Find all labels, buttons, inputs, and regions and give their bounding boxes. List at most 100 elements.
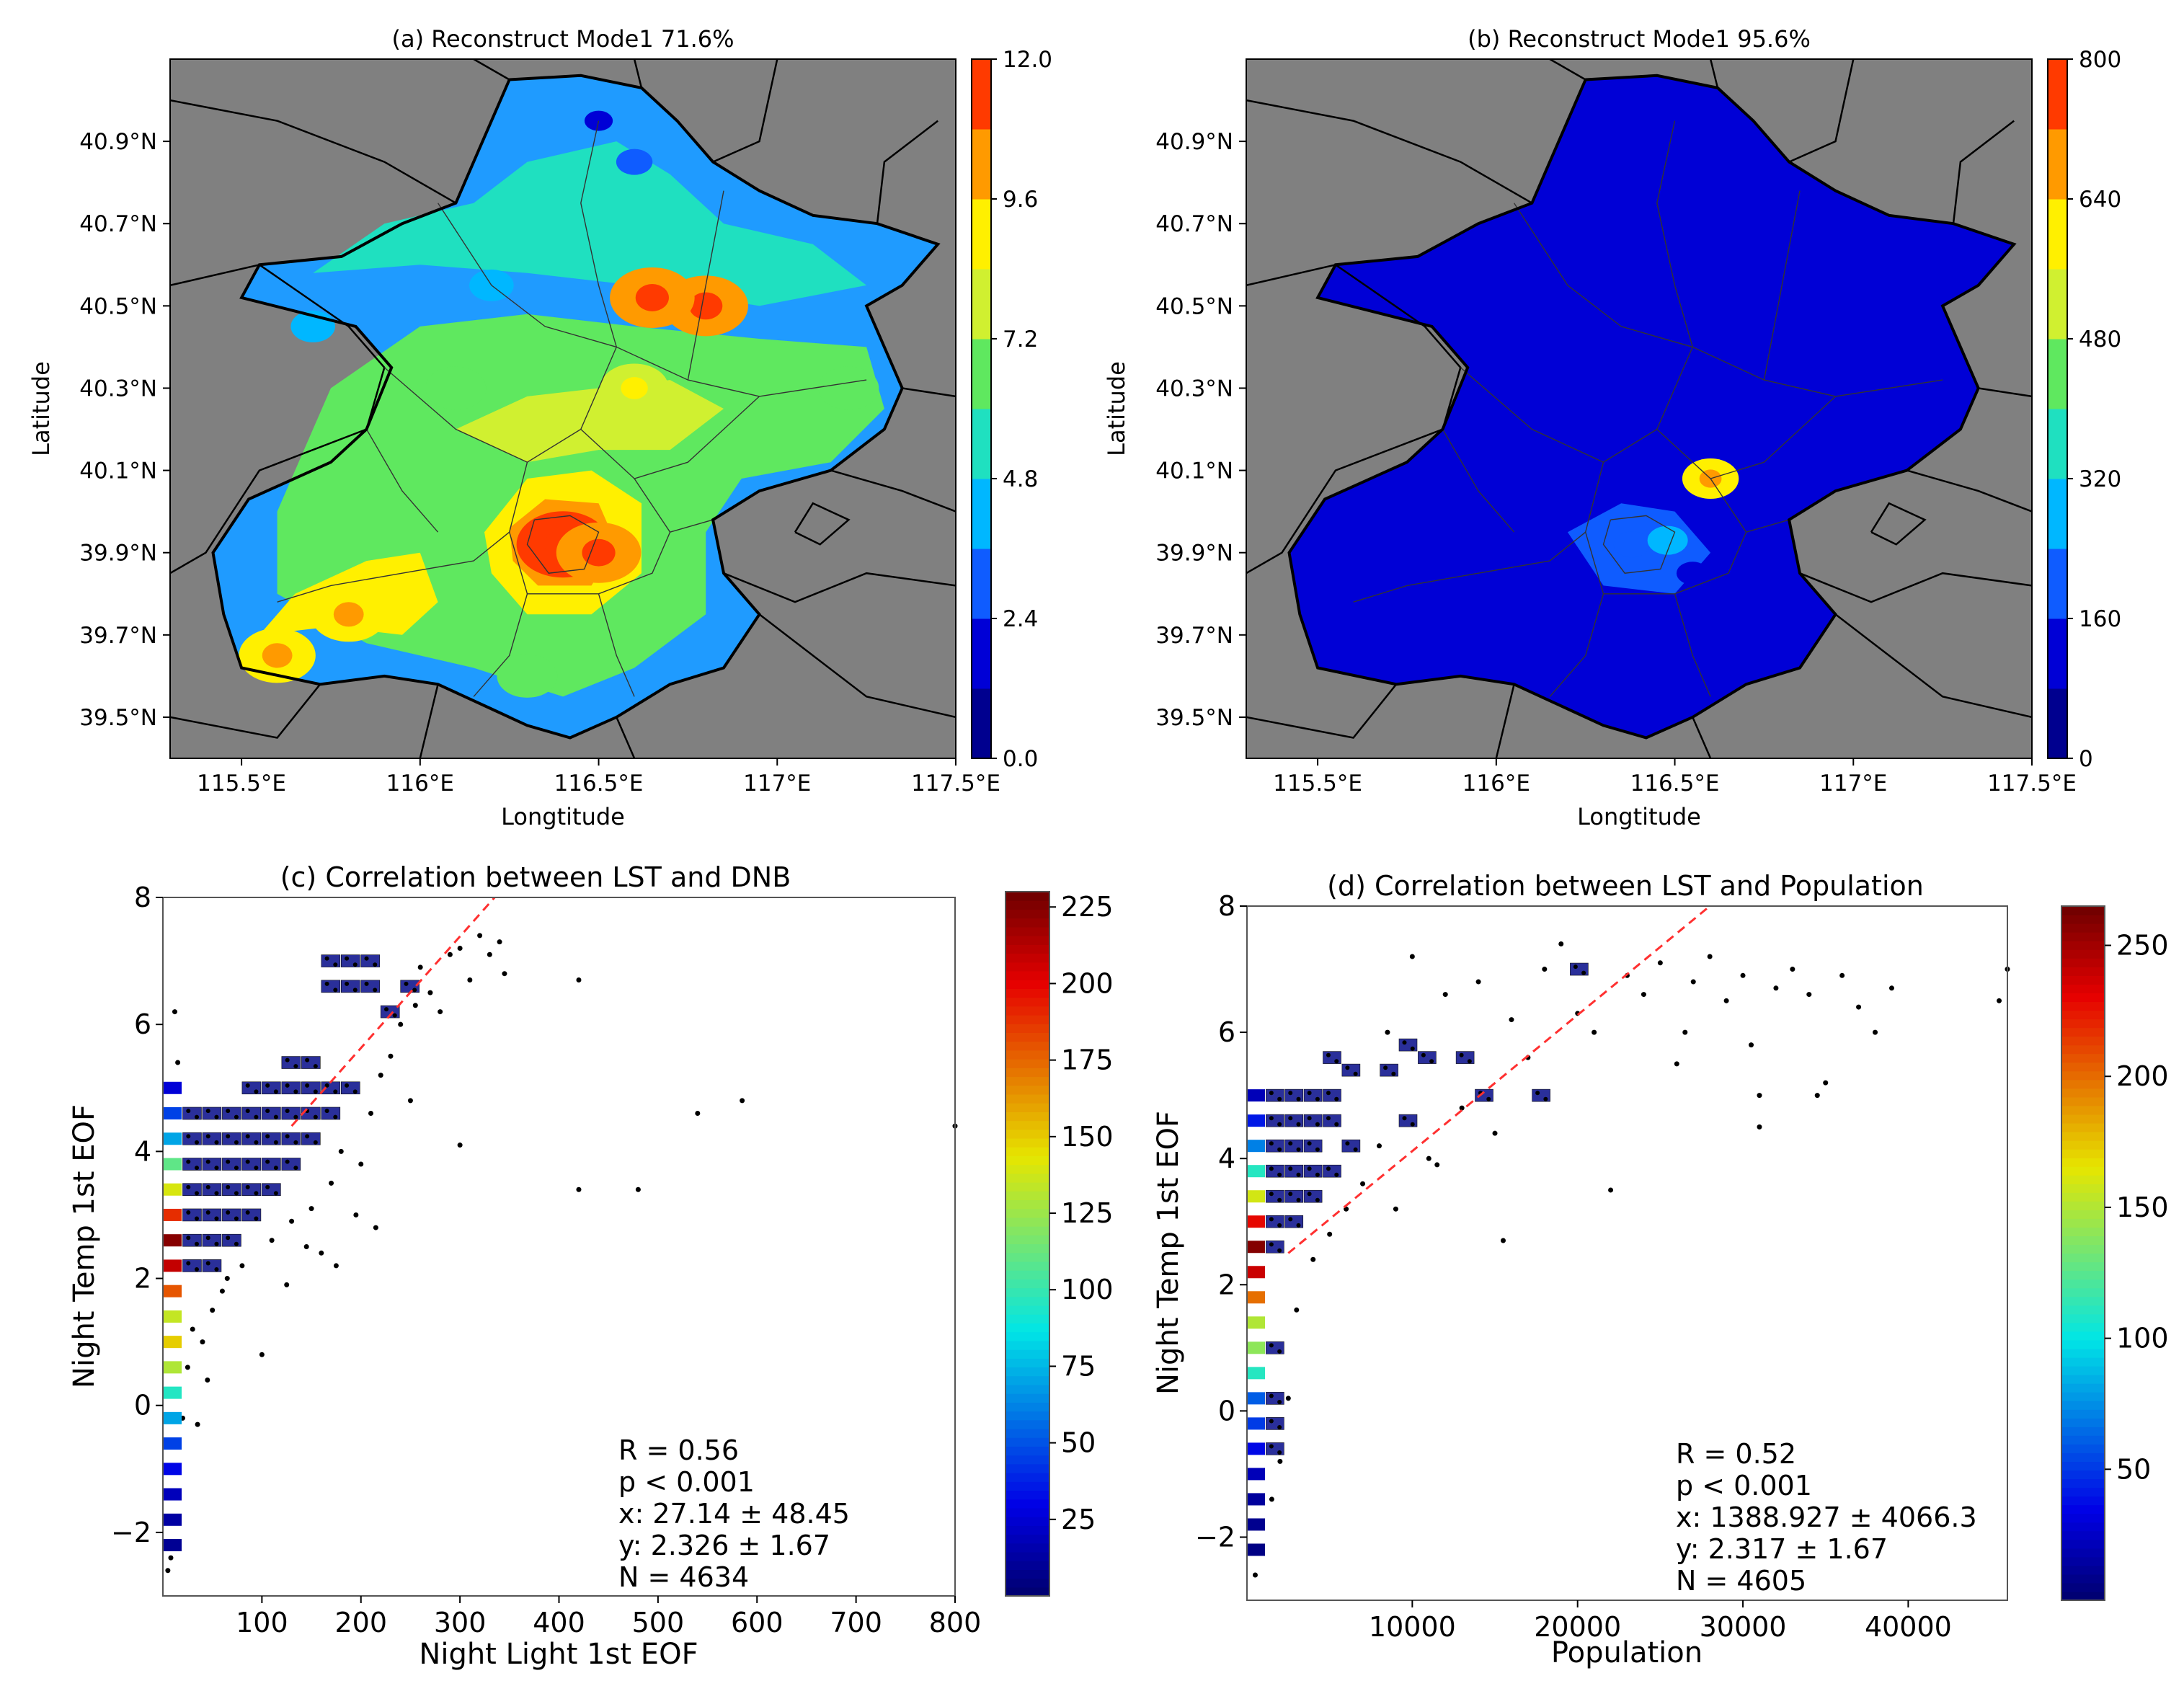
scatter-point — [205, 1159, 210, 1164]
colorbar-frame — [2061, 905, 2105, 1601]
scatter-point — [1269, 1116, 1274, 1121]
y-tick-label: −2 — [111, 1517, 151, 1548]
y-tick-label: 39.5°N — [1155, 705, 1233, 731]
colorbar-gradient — [1006, 1569, 1049, 1579]
scatter-point — [175, 1060, 181, 1065]
scatter-point — [214, 1216, 219, 1221]
density-column-cell — [1247, 1241, 1265, 1254]
scatter-point — [352, 962, 358, 967]
colorbar-gradient — [1006, 1235, 1049, 1245]
colorbar-gradient — [1006, 1525, 1049, 1535]
scatter-point — [1393, 1206, 1398, 1212]
colorbar-gradient — [2061, 949, 2105, 959]
colorbar-tick-label: 225 — [1061, 891, 1114, 923]
colorbar-gradient — [2061, 1079, 2105, 1089]
density-column-cell — [1247, 1140, 1265, 1153]
colorbar-gradient — [2061, 1522, 2105, 1532]
scatter-point — [245, 1159, 250, 1164]
province-boundary — [902, 387, 956, 398]
colorbar-frame — [971, 58, 992, 759]
colorbar-frame — [2047, 58, 2068, 759]
scatter-point — [1814, 1093, 1820, 1099]
scatter-point — [1757, 1124, 1762, 1130]
colorbar-gradient — [1006, 1358, 1049, 1368]
scatter-point — [1277, 1424, 1282, 1429]
colorbar-tick-label: 50 — [2116, 1453, 2151, 1485]
scatter-point — [234, 1166, 239, 1171]
colorbar-gradient — [2061, 1348, 2105, 1358]
colorbar-tick-label: 125 — [1061, 1197, 1114, 1229]
scatter-point — [269, 1238, 275, 1243]
colorbar-gradient — [1006, 1252, 1049, 1262]
map-a-xlabel: Longtitude — [501, 803, 625, 830]
colorbar-gradient — [1006, 1085, 1049, 1095]
colorbar-level — [972, 339, 991, 409]
scatter-point — [194, 1191, 199, 1196]
colorbar-gradient — [2061, 1227, 2105, 1237]
district-boundary — [277, 462, 528, 603]
colorbar-gradient — [1006, 1367, 1049, 1377]
y-tick-label: 40.1°N — [1155, 458, 1233, 484]
colorbar-tick-label: 0 — [2079, 746, 2093, 772]
scatter-point — [319, 1250, 324, 1256]
province-boundary — [1906, 469, 2032, 513]
scatter-point — [172, 1009, 177, 1015]
stat-d-x: x: 1388.927 ± 4066.3 — [1676, 1501, 1977, 1533]
contour-blob — [425, 366, 487, 410]
colorbar-gradient — [2061, 1201, 2105, 1210]
scatter-point — [324, 1083, 329, 1088]
scatter-point — [305, 1083, 310, 1088]
scatter-point — [333, 988, 338, 993]
density-column-cell — [163, 1437, 182, 1450]
map-b-frame — [1246, 58, 2033, 759]
scatter-point — [1486, 1096, 1491, 1101]
scatter-point — [1475, 979, 1481, 985]
density-column-cell — [1247, 1417, 1265, 1430]
colorbar-gradient — [1006, 1208, 1049, 1218]
province-boundary — [1549, 59, 1586, 81]
colorbar-level — [2048, 339, 2067, 409]
colorbar-gradient — [1006, 909, 1049, 919]
scatter-point — [265, 1184, 270, 1189]
colorbar-gradient — [2061, 975, 2105, 985]
scatter-point — [352, 988, 358, 993]
scatter-point — [265, 1159, 270, 1164]
density-column-cell — [163, 1183, 182, 1196]
scatter-d-stats: R = 0.52 p < 0.001 x: 1388.927 ± 4066.3 … — [1676, 1438, 1977, 1597]
x-tick-label: 700 — [830, 1607, 882, 1638]
x-tick-label: 400 — [533, 1607, 585, 1638]
colorbar-gradient — [1006, 1182, 1049, 1192]
scatter-point — [205, 1210, 210, 1215]
scatter-point — [245, 1134, 250, 1139]
scatter-point — [1269, 1343, 1274, 1348]
colorbar-gradient — [2061, 1427, 2105, 1436]
scatter-point — [259, 1352, 265, 1357]
scatter-point — [254, 1191, 259, 1196]
scatter-point — [245, 1184, 250, 1189]
scatter-point — [388, 1053, 394, 1059]
scatter-point — [338, 1148, 344, 1154]
province-boundary — [830, 469, 956, 513]
map-b-plot-area — [1246, 59, 2032, 758]
colorbar-tick-label: 0.0 — [1003, 746, 1038, 772]
scatter-c-stats: R = 0.56 p < 0.001 x: 27.14 ± 48.45 y: 2… — [618, 1434, 850, 1593]
scatter-point — [352, 1089, 358, 1094]
scatter-point — [1277, 1172, 1282, 1177]
scatter-point — [447, 951, 453, 957]
x-tick-label: 200 — [334, 1607, 387, 1638]
colorbar-level — [972, 688, 991, 759]
province-boundary — [1246, 683, 1398, 739]
colorbar-tick-label: 7.2 — [1003, 327, 1038, 352]
scatter-point — [373, 1225, 378, 1230]
scatter-point — [205, 1109, 210, 1114]
colorbar-gradient — [2061, 941, 2105, 950]
colorbar-gradient — [2061, 1487, 2105, 1497]
scatter-point — [1296, 1197, 1301, 1202]
contour-peak — [635, 284, 669, 311]
scatter-point — [1288, 1217, 1293, 1222]
province-boundary — [1952, 120, 2015, 224]
colorbar-gradient — [2061, 1313, 2105, 1323]
scatter-point — [226, 1109, 231, 1114]
scatter-point — [1383, 1065, 1388, 1070]
district-boundary — [526, 515, 600, 574]
